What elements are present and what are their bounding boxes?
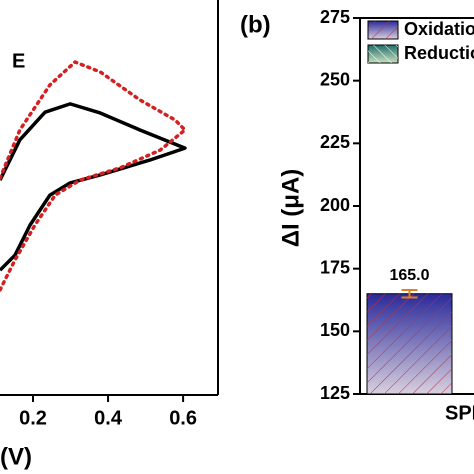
- y-tick-label: 200: [320, 195, 350, 215]
- legend-label: Reduction: [404, 43, 474, 63]
- cv-curve: [0, 60, 187, 292]
- y-tick-label: 150: [320, 320, 350, 340]
- x-tick-label: SPE: [445, 402, 474, 424]
- y-tick-label: 225: [320, 132, 350, 152]
- x-tick-label: 0.6: [169, 407, 197, 429]
- x-tick-label: 0.2: [19, 407, 47, 429]
- bar-hatch: [367, 293, 452, 394]
- x-tick-label: 0.4: [94, 407, 123, 429]
- error-bar: [401, 288, 418, 299]
- y-tick-label: 125: [320, 383, 350, 403]
- value-label: 165.0: [389, 267, 429, 284]
- legend-fragment: E: [12, 50, 25, 72]
- y-tick-label: 275: [320, 7, 350, 27]
- legend-label: Oxidation: [404, 19, 474, 39]
- cv-curve: [0, 102, 187, 272]
- legend-swatch-hatch: [368, 45, 398, 63]
- y-axis-label: ΔI (μA): [277, 169, 304, 248]
- y-tick-label: 250: [320, 69, 350, 89]
- legend-swatch-hatch: [368, 21, 398, 39]
- panel-label: (b): [240, 11, 271, 38]
- x-axis-label: (V): [0, 443, 32, 470]
- y-tick-label: 175: [320, 257, 350, 277]
